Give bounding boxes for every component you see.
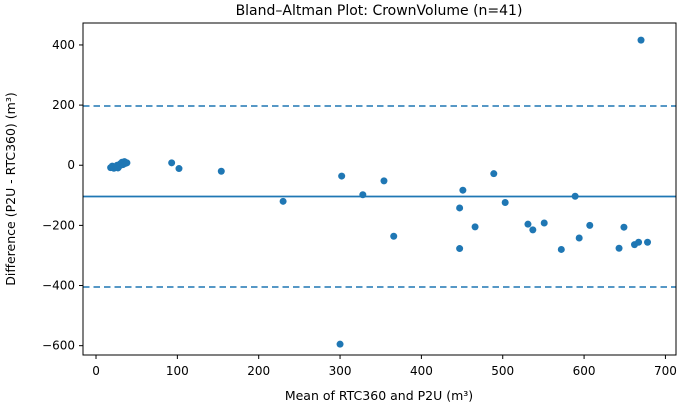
axes-spines (82, 22, 677, 356)
scatter-point (615, 244, 623, 252)
scatter-point (571, 192, 579, 200)
scatter-point (529, 226, 537, 234)
x-tick-label: 0 (92, 364, 100, 378)
x-tick-label: 100 (166, 364, 189, 378)
scatter-point (456, 245, 464, 253)
scatter-point (575, 234, 583, 242)
scatter-point (459, 186, 467, 194)
scatter-point (635, 238, 643, 246)
scatter-point (217, 167, 225, 175)
scatter-point (175, 165, 183, 173)
x-tick-label: 600 (573, 364, 596, 378)
scatter-point (557, 245, 565, 253)
x-tick-label: 200 (247, 364, 270, 378)
scatter-point (501, 199, 509, 207)
x-tick-label: 300 (329, 364, 352, 378)
x-tick-label: 500 (491, 364, 514, 378)
x-tick-label: 400 (410, 364, 433, 378)
y-tick-label: −400 (42, 279, 75, 293)
scatter-point (380, 177, 388, 185)
scatter-point (620, 223, 628, 231)
scatter-point (359, 191, 367, 199)
scatter-point (644, 238, 652, 246)
scatter-point (338, 172, 346, 180)
scatter-point (540, 219, 548, 227)
scatter-point (279, 197, 287, 205)
scatter-point (490, 170, 498, 178)
chart-title: Bland–Altman Plot: CrownVolume (n=41) (236, 3, 523, 19)
scatter-point (168, 159, 176, 167)
plot-area: 0 100 200 300 400 500 600 700 −600 −400 −200 0 200 40… (42, 22, 677, 378)
scatter-point (456, 204, 464, 212)
y-axis-label: Difference (P2U - RTC360) (m³) (3, 92, 18, 285)
scatter-point (471, 223, 479, 231)
y-tick-label: 0 (67, 158, 75, 172)
scatter-point (524, 220, 532, 228)
scatter-point (123, 159, 131, 167)
scatter-point (637, 36, 645, 44)
y-tick-label: 400 (52, 38, 75, 52)
scatter-point (390, 232, 398, 240)
x-axis-label: Mean of RTC360 and P2U (m³) (285, 388, 473, 403)
scatter-point (336, 340, 344, 348)
y-tick-label: −200 (42, 218, 75, 232)
y-tick-label: 200 (52, 98, 75, 112)
y-tick-label: −600 (42, 339, 75, 353)
x-tick-label: 700 (654, 364, 677, 378)
scatter-point (586, 221, 594, 229)
